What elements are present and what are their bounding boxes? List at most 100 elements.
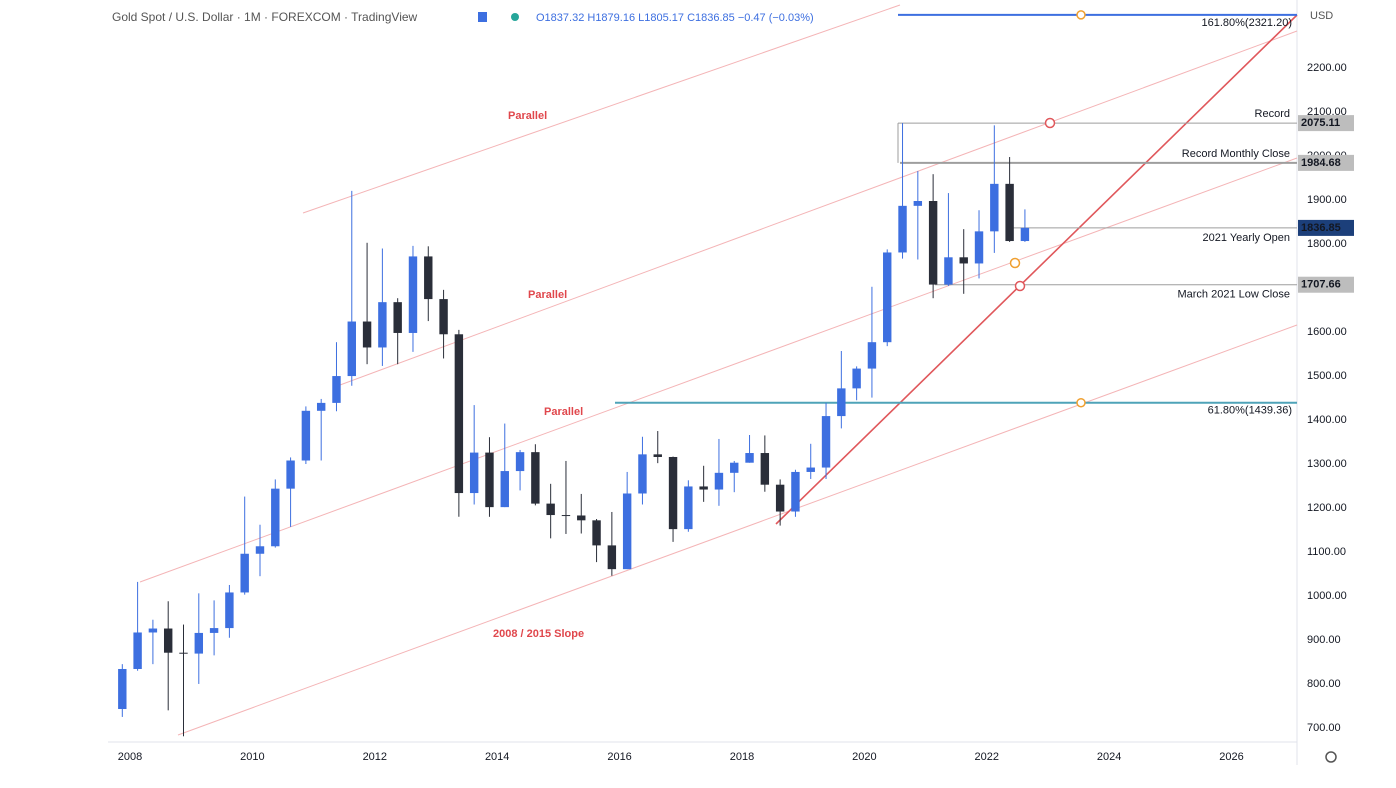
fib-label: 61.80%(1439.36): [1208, 405, 1292, 417]
candle-body: [500, 471, 509, 508]
candle-body: [653, 454, 662, 457]
chart-title: Gold Spot / U.S. Dollar · 1M · FOREXCOM …: [112, 10, 418, 24]
y-tick-label: 2100.00: [1307, 106, 1347, 118]
candle-body: [408, 256, 418, 333]
y-tick-label: 1900.00: [1307, 194, 1347, 206]
fib-handle: [1076, 10, 1086, 20]
candle-body: [791, 471, 800, 512]
candle-body: [179, 652, 188, 654]
fib-label: 161.80%(2321.20): [1201, 17, 1292, 29]
x-tick-label: 2024: [1097, 751, 1121, 763]
candle-body: [546, 503, 555, 516]
candle-body: [148, 628, 158, 633]
candle-body: [592, 520, 601, 546]
level-name: March 2021 Low Close: [1177, 289, 1290, 301]
candle-body: [730, 462, 739, 473]
candle-body: [806, 467, 815, 472]
candle-body: [852, 368, 861, 389]
level-name: Record Monthly Close: [1182, 148, 1290, 160]
price-badge: [1298, 115, 1354, 132]
channel-line: [302, 4, 901, 214]
candle-body: [745, 453, 754, 463]
x-tick-label: 2014: [485, 751, 509, 763]
level-name: 2021 Yearly Open: [1203, 232, 1290, 244]
price-badge-label: 1836.85: [1301, 222, 1341, 234]
candle-body: [638, 454, 647, 494]
y-tick-label: 1800.00: [1307, 238, 1347, 250]
channel-line: [139, 157, 1298, 583]
candle-body: [469, 452, 479, 494]
candle-body: [286, 460, 295, 489]
candle-body: [561, 515, 571, 517]
candle-body: [424, 256, 433, 300]
y-tick-label: 1600.00: [1307, 326, 1347, 338]
y-tick-label: 800.00: [1307, 678, 1341, 690]
candle-body: [974, 231, 984, 264]
candle-body: [1005, 183, 1014, 242]
candle-body: [332, 376, 341, 403]
price-badge-label: 1984.68: [1301, 157, 1341, 169]
channel-line: [177, 324, 1298, 736]
candle-body: [607, 545, 617, 570]
candle-body: [454, 334, 464, 494]
candle-body: [378, 302, 387, 348]
candle-body: [1020, 227, 1030, 242]
price-badge-label: 1707.66: [1301, 279, 1341, 291]
x-tick-label: 2018: [730, 751, 754, 763]
candle-body: [347, 321, 356, 377]
x-tick-label: 2022: [975, 751, 999, 763]
price-badge: [1298, 219, 1354, 236]
status-dot: [511, 13, 519, 21]
price-badge: [1298, 276, 1354, 293]
candle-body: [684, 486, 693, 530]
y-tick-label: 1300.00: [1307, 458, 1347, 470]
candle-body: [301, 410, 311, 461]
candle-body: [163, 628, 173, 653]
candle-body: [699, 486, 708, 490]
candle-body: [959, 257, 968, 264]
candle-body: [133, 632, 142, 669]
y-tick-label: 1400.00: [1307, 414, 1347, 426]
candle-body: [622, 493, 632, 570]
x-tick-label: 2016: [607, 751, 631, 763]
candle-body: [209, 628, 219, 633]
annotation: 2008 / 2015 Slope: [493, 628, 584, 640]
candle-body: [485, 452, 494, 508]
candle-body: [913, 201, 923, 206]
level-name: Record: [1255, 108, 1290, 120]
candle-body: [760, 453, 770, 485]
candle-body: [316, 402, 326, 411]
currency-label: USD: [1310, 10, 1333, 22]
x-tick-label: 2008: [118, 751, 142, 763]
y-tick-label: 1500.00: [1307, 370, 1347, 382]
y-tick-label: 1100.00: [1307, 546, 1346, 558]
annotation: Parallel: [528, 289, 567, 301]
candle-body: [821, 416, 831, 468]
candle-body: [714, 472, 724, 490]
annotation: Parallel: [544, 406, 583, 418]
candle-body: [194, 632, 204, 654]
candle-body: [577, 515, 586, 521]
ohlc-readout: O1837.32 H1879.16 L1805.17 C1836.85 −0.4…: [536, 12, 814, 24]
candle-body: [775, 484, 785, 512]
candle-body: [928, 201, 938, 285]
fib-handle: [1076, 397, 1086, 408]
candle-body: [271, 488, 280, 547]
candle-body: [990, 183, 999, 232]
candle-body: [393, 302, 402, 333]
candle-body: [439, 299, 448, 335]
channel-line: [339, 30, 1298, 386]
line-handle: [1014, 280, 1026, 292]
candle-body: [362, 321, 372, 348]
settings-icon[interactable]: [1325, 751, 1337, 763]
candle-body: [515, 452, 525, 472]
flag-icon: [478, 12, 487, 22]
candle-body: [240, 553, 249, 593]
y-tick-label: 1200.00: [1307, 502, 1347, 514]
candle-body: [225, 592, 234, 629]
x-tick-label: 2020: [852, 751, 876, 763]
candle-body: [837, 388, 846, 417]
annotation: Parallel: [508, 110, 547, 122]
